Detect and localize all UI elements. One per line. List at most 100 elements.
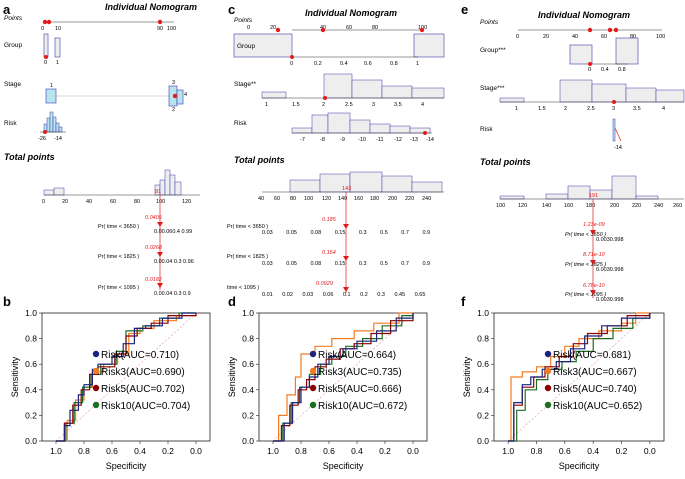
roc-legend-marker-risk3 xyxy=(544,367,552,375)
roc-ytick-label: 0.2 xyxy=(477,410,489,420)
roc-ytick-label: 0.4 xyxy=(242,385,254,395)
nomo-a-stage-label: Stage xyxy=(4,81,21,88)
nomo-c-tot-240: 240 xyxy=(422,196,431,202)
nomo-e-prob-2-label: Pr( time < 1825 ) xyxy=(565,262,606,268)
nomo-a-total-bin xyxy=(169,174,176,196)
nomo-c-stage-label: Stage** xyxy=(234,81,257,88)
nomo-c-stage-tick-15: 1.5 xyxy=(292,102,300,108)
roc-legend-risk: Risk(AUC=0.710) xyxy=(101,350,179,361)
roc-ytick-label: 0.8 xyxy=(477,334,489,344)
nomo-e-tot-260: 260 xyxy=(673,203,682,209)
nomo-e-pt-0: 0 xyxy=(516,34,519,40)
nomo-e-points-label: Points xyxy=(480,19,499,26)
roc-xlabel: Specificity xyxy=(106,461,147,471)
nomo-c-total-bin xyxy=(411,181,443,193)
nomo-c-prob-2-ticks: 0.03 0.05 0.08 0.15 0.3 0.5 0.7 0.9 xyxy=(262,261,430,267)
roc-ylabel: Sensitivity xyxy=(462,356,472,397)
nomo-c-stage-bin xyxy=(323,73,353,99)
nomo-e-risk-tick: -14 xyxy=(614,145,622,151)
nomo-a-stage-tick-1: 1 xyxy=(50,83,53,89)
nomo-c-risk-hist xyxy=(291,112,431,134)
nomo-a-total-hist xyxy=(43,169,182,196)
roc-legend-marker-risk xyxy=(544,350,552,358)
nomo-c-stage-bin xyxy=(351,79,383,99)
nomo-a-tot-120: 120 xyxy=(182,199,191,205)
nomo-c-total-bin xyxy=(381,175,413,193)
nomo-a-group-tick-0: 0 xyxy=(44,60,47,66)
nomo-e-stage-bin xyxy=(499,97,525,103)
nomo-a-risk-bin xyxy=(46,117,51,133)
nomo-a-group-label: Group xyxy=(4,42,22,49)
roc-legend-risk10: Risk10(AUC=0.652) xyxy=(553,401,642,412)
roc-ylabel: Sensitivity xyxy=(227,356,237,397)
nomo-a-risk-bin xyxy=(52,116,57,133)
nomo-a-prob-2-marker xyxy=(157,252,163,257)
nomo-e-group-tick-1: 0.4 xyxy=(601,67,609,73)
nomo-e-total-label: Total points xyxy=(480,157,531,167)
roc-xtick-label: 0.6 xyxy=(559,446,571,456)
nomo-c-prob-2: Pr( time < 1825 ) 0.154 0.03 0.05 0.08 0… xyxy=(227,250,430,267)
nomo-a-prob-1-ticks: 0.00.060.4 0.99 xyxy=(154,229,192,235)
roc-panel-d: 0.0 0.2 0.4 0.6 0.8 1.0 1.0 0.8 0.6 0.4 0.2 0.0 Spec… xyxy=(227,308,428,471)
roc-legend-marker-risk xyxy=(92,350,100,358)
nomo-e-stage-t0: 1 xyxy=(515,106,518,112)
nomo-c-tot-100: 100 xyxy=(304,196,313,202)
nomo-e-total-bin xyxy=(635,195,659,200)
nomo-a-total-value: 91 xyxy=(155,189,161,195)
roc-frame xyxy=(493,312,665,442)
roc-ytick-label: 0.0 xyxy=(242,436,254,446)
nomo-a-stage-tick-4: 4 xyxy=(184,92,187,98)
nomo-c-tot-60: 60 xyxy=(274,196,280,202)
nomo-e-stage-t6: 4 xyxy=(662,106,665,112)
roc-xtick-label: 0.8 xyxy=(78,446,90,456)
nomo-e-tot-160: 160 xyxy=(564,203,573,209)
nomo-e-stage-hist xyxy=(499,79,685,103)
roc-ytick-label: 0.2 xyxy=(242,410,254,420)
nomo-e-stage-bin xyxy=(591,83,627,103)
nomo-a-prob-3: Pr( time < 1095 ) 0.0182 0.00.04 0.3 0.9 xyxy=(98,277,191,297)
nomo-a-point-marker xyxy=(42,19,48,25)
nomo-a-prob-2: Pr( time < 1825 ) 0.0268 0.00.04 0.3 0.9… xyxy=(98,245,194,265)
roc-legend-marker-risk10 xyxy=(544,401,552,409)
nomo-a-point-marker-2 xyxy=(46,19,52,25)
nomo-e-prob-3: Pr( time < 1095 ) 6.78e-10 0.0030.998 xyxy=(565,283,624,303)
nomo-a-prob-2-ticks: 0.00.04 0.3 0.96 xyxy=(154,259,194,265)
nomo-a-prob-2-value: 0.0268 xyxy=(145,245,163,251)
roc-xtick-label: 0.0 xyxy=(190,446,202,456)
nomo-e-group-tick-2: 0.8 xyxy=(618,67,626,73)
nomo-e-stage-t5: 3.5 xyxy=(633,106,641,112)
nomo-c-total-bin xyxy=(289,179,321,193)
nomo-e-tot-240: 240 xyxy=(654,203,663,209)
nomo-e-total-hist xyxy=(499,175,659,200)
roc-xtick-label: 0.0 xyxy=(407,446,419,456)
roc-xlabel: Specificity xyxy=(559,461,600,471)
nomo-e-group-tick-0: 0 xyxy=(588,67,591,73)
nomo-e-title: Individual Nomogram xyxy=(538,10,630,20)
nomo-a-stage-marker xyxy=(172,93,178,99)
nomo-a-pt-10: 10 xyxy=(55,26,61,32)
roc-curve-risk xyxy=(508,313,651,442)
nomo-a-prob-1-value: 0.0405 xyxy=(145,215,163,221)
nomo-a-total-bin xyxy=(174,181,182,196)
nomo-c-group-marker xyxy=(290,55,294,59)
nomo-e-prob-3-label: Pr( time < 1095 ) xyxy=(565,292,606,298)
nomo-a-risk-bin xyxy=(49,111,54,133)
nomo-a-stage-tick-2: 2 xyxy=(172,107,175,113)
nomo-e-pt-60: 60 xyxy=(601,34,607,40)
nomo-c-risk-t4: -11 xyxy=(376,137,384,143)
nomo-e-total-value: 191 xyxy=(589,193,598,199)
nomo-c-total-bin xyxy=(349,171,383,193)
roc-curve-risk5 xyxy=(56,313,197,442)
nomo-a-risk-bin xyxy=(58,126,63,133)
nomo-c-group-tick-4: 0.8 xyxy=(390,61,398,67)
nomo-a-risk-hist xyxy=(43,111,63,133)
nomo-e-prob-2: Pr( time < 1825 ) 8.71e-10 0.0030.998 xyxy=(565,252,624,273)
roc-xtick-label: 0.6 xyxy=(323,446,335,456)
roc-ytick-label: 1.0 xyxy=(242,308,254,318)
nomo-e-prob-2-marker xyxy=(590,260,596,265)
roc-ytick-label: 1.0 xyxy=(477,308,489,318)
nomo-a-total-bin xyxy=(164,169,171,196)
panel-letter-c: c xyxy=(228,2,235,17)
nomo-c-stage-tick-35: 3.5 xyxy=(394,102,402,108)
